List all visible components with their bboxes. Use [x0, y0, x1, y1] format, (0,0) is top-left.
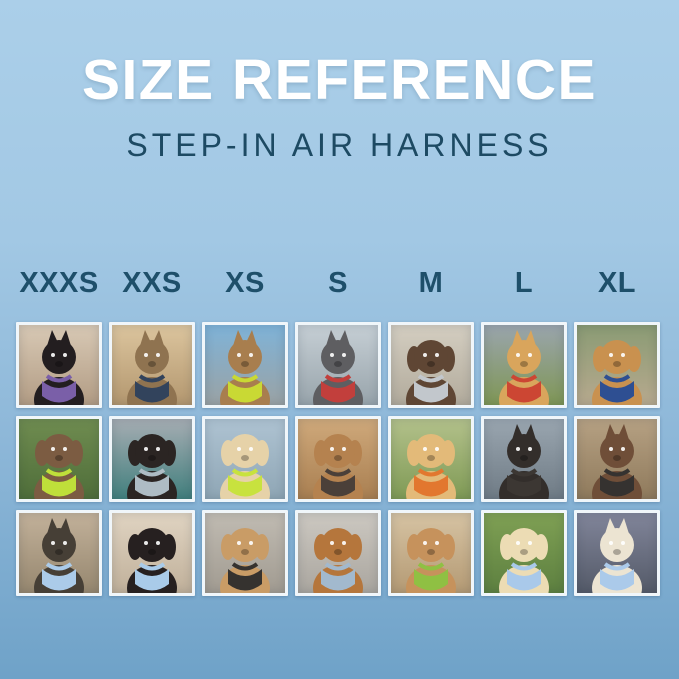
pet-photo-xl-row2 [574, 416, 660, 502]
size-header-row: XXXS XXS XS S M L XL [16, 263, 660, 303]
pet-photo-image [577, 419, 657, 499]
pet-photo-image [19, 513, 99, 593]
pet-photo-image [112, 325, 192, 405]
pet-photo-xs-row2 [202, 416, 288, 502]
pet-photo-m-row1 [388, 322, 474, 408]
pet-photo-xs-row3 [202, 510, 288, 596]
page-subtitle: STEP-IN AIR HARNESS [126, 127, 553, 163]
pet-photo-xxs-row3 [109, 510, 195, 596]
size-label-xs: XS [225, 267, 265, 299]
pet-photo-xxxs-row3 [16, 510, 102, 596]
pet-photo-xs-row1 [202, 322, 288, 408]
pet-photo-image [205, 325, 285, 405]
pet-photo-image [298, 419, 378, 499]
pet-photo-xxs-row2 [109, 416, 195, 502]
pet-photo-image [112, 419, 192, 499]
pet-photo-image [391, 419, 471, 499]
pet-photo-l-row2 [481, 416, 567, 502]
pet-photo-xl-row1 [574, 322, 660, 408]
pet-photo-m-row3 [388, 510, 474, 596]
size-label-xxs: XXS [122, 267, 182, 299]
pet-photo-image [484, 325, 564, 405]
pet-photo-image [391, 325, 471, 405]
pet-photo-image [19, 419, 99, 499]
size-label-xl: XL [597, 267, 637, 299]
size-label-m: M [418, 267, 444, 299]
size-label-xxxs: XXXS [19, 267, 99, 299]
pet-photo-image [205, 513, 285, 593]
pet-photo-xxs-row1 [109, 322, 195, 408]
pet-photo-image [298, 325, 378, 405]
pet-photo-image [484, 513, 564, 593]
pet-photo-image [484, 419, 564, 499]
pet-photo-l-row3 [481, 510, 567, 596]
pet-photo-image [391, 513, 471, 593]
page-title: SIZE REFERENCE [81, 48, 598, 112]
pet-photo-image [112, 513, 192, 593]
pet-photo-image [298, 513, 378, 593]
pet-photo-s-row2 [295, 416, 381, 502]
pet-photo-image [577, 325, 657, 405]
size-label-l: L [514, 267, 534, 299]
pet-photo-s-row1 [295, 322, 381, 408]
size-label-s: S [328, 267, 348, 299]
photo-grid [16, 322, 660, 596]
pet-photo-l-row1 [481, 322, 567, 408]
pet-photo-image [19, 325, 99, 405]
pet-photo-xxxs-row2 [16, 416, 102, 502]
pet-photo-image [205, 419, 285, 499]
pet-photo-xxxs-row1 [16, 322, 102, 408]
pet-photo-xl-row3 [574, 510, 660, 596]
pet-photo-image [577, 513, 657, 593]
pet-photo-s-row3 [295, 510, 381, 596]
pet-photo-m-row2 [388, 416, 474, 502]
